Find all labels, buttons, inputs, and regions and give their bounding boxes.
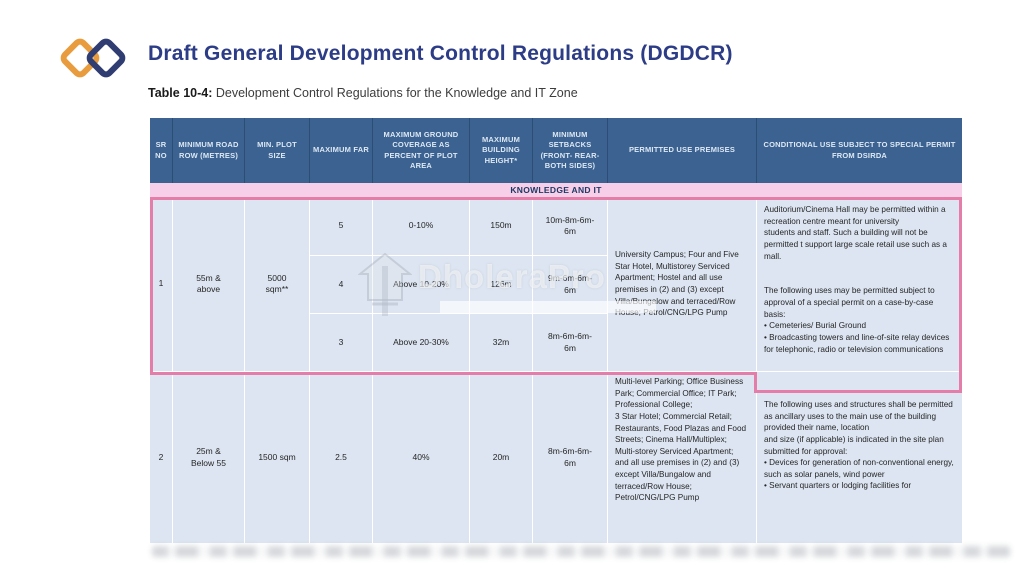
row1-setbacks-a: 10m-8m-6m-6m	[533, 197, 608, 256]
row1-setbacks-b: 9m-6m-6m-6m	[533, 256, 608, 314]
col-header-permitted-use: PERMITTED USE PREMISES	[608, 118, 757, 183]
col-header-max-far: MAXIMUM FAR	[310, 118, 373, 183]
highlight-box-left-edge	[150, 197, 153, 375]
row1-far-b: 4	[310, 256, 373, 314]
row1-coverage-a: 0-10%	[373, 197, 470, 256]
col-header-road-row: MINIMUM ROAD ROW (METRES)	[173, 118, 245, 183]
col-header-plot-size: MIN. PLOT SIZE	[245, 118, 310, 183]
table-caption-text: Development Control Regulations for the …	[212, 86, 578, 100]
row1-height-a: 150m	[470, 197, 533, 256]
col-header-building-height: MAXIMUM BUILDING HEIGHT*	[470, 118, 533, 183]
row1-conditional-use: Auditorium/Cinema Hall may be permitted …	[757, 197, 962, 372]
highlight-box-bottom-left-edge	[150, 372, 757, 375]
row2-height: 20m	[470, 372, 533, 543]
page-title: Draft General Development Control Regula…	[148, 42, 733, 65]
row2-plot-size: 1500 sqm	[245, 372, 310, 543]
row1-plot-size: 5000 sqm**	[245, 197, 310, 372]
row2-conditional-use: The following uses and structures shall …	[757, 372, 962, 543]
col-header-ground-coverage: MAXIMUM GROUND COVERAGE AS PERCENT OF PL…	[373, 118, 470, 183]
table-caption-label: Table 10-4:	[148, 86, 213, 100]
row1-coverage-b: Above 10-20%	[373, 256, 470, 314]
zone-band-knowledge-it: KNOWLEDGE AND IT	[150, 183, 962, 197]
row1-setbacks-c: 8m-6m-6m-6m	[533, 314, 608, 372]
row1-coverage-c: Above 20-30%	[373, 314, 470, 372]
row1-permitted-use: University Campus; Four and Five Star Ho…	[608, 197, 757, 372]
logo-diamond-navy-icon	[83, 35, 129, 81]
row2-sr-no: 2	[150, 372, 173, 543]
table-caption: Table 10-4: Development Control Regulati…	[148, 86, 578, 100]
dsirda-logo	[57, 32, 140, 92]
row2-coverage: 40%	[373, 372, 470, 543]
redacted-footer-band	[152, 546, 1010, 557]
row2-setbacks: 8m-6m-6m-6m	[533, 372, 608, 543]
col-header-conditional-use: CONDITIONAL USE SUBJECT TO SPECIAL PERMI…	[757, 118, 962, 183]
row1-far-c: 3	[310, 314, 373, 372]
row1-height-b: 126m	[470, 256, 533, 314]
row1-height-c: 32m	[470, 314, 533, 372]
highlight-box-top-edge	[150, 197, 962, 200]
row1-far-a: 5	[310, 197, 373, 256]
regulations-table: SR NO MINIMUM ROAD ROW (METRES) MIN. PLO…	[150, 118, 962, 543]
row2-permitted-use: Multi-level Parking; Office Business Par…	[608, 372, 757, 543]
row2-road-row: 25m & Below 55	[173, 372, 245, 543]
highlight-box-right-edge	[959, 197, 962, 393]
highlight-box-bottom-right-edge	[754, 390, 962, 393]
col-header-sr-no: SR NO	[150, 118, 173, 183]
col-header-setbacks: MINIMUM SETBACKS (FRONT- REAR-BOTH SIDES…	[533, 118, 608, 183]
row1-road-row: 55m & above	[173, 197, 245, 372]
highlight-box-step-edge	[754, 372, 757, 393]
row1-sr-no: 1	[150, 197, 173, 372]
row2-far: 2.5	[310, 372, 373, 543]
